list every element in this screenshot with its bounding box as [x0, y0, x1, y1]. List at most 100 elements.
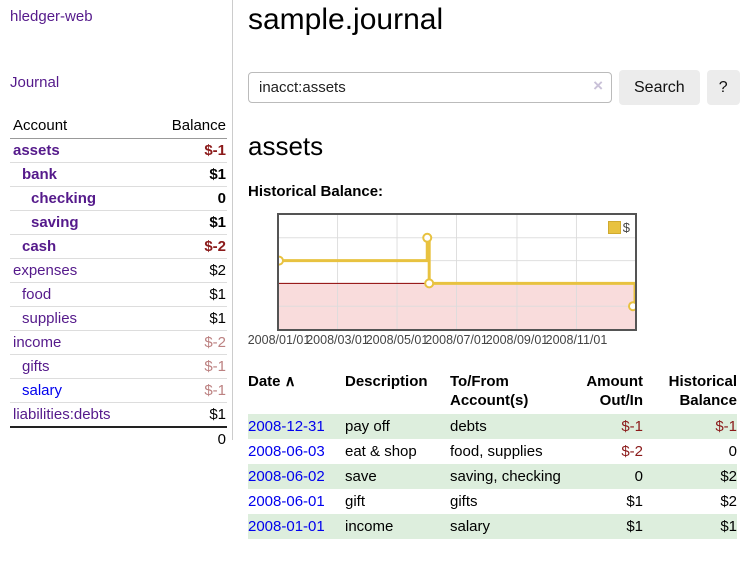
- sort-asc-icon: ∧: [280, 373, 296, 390]
- account-balance: $-2: [147, 330, 227, 355]
- account-balance: $-1: [147, 354, 227, 379]
- app-title-link[interactable]: hledger-web: [10, 8, 93, 25]
- x-axis-tick-label: 2008/01/01: [247, 333, 311, 347]
- register-column-header[interactable]: Date ∧: [248, 373, 296, 390]
- account-row: checking 0: [10, 186, 227, 211]
- sidebar: hledger-web Journal Account Balance asse…: [0, 0, 233, 451]
- account-row: food $1: [10, 282, 227, 307]
- x-axis-tick-label: 2008/05/01: [365, 333, 429, 347]
- accounts-cell: saving, checking: [450, 464, 570, 489]
- amount-cell: 0: [634, 468, 643, 485]
- sidebar-account-link[interactable]: food: [22, 286, 52, 303]
- register-table: Date ∧ Description To/From Account(s) Amount…: [248, 370, 737, 539]
- chart-x-axis: 2008/01/01 2008/03/01 2008/05/01 2008/07/01…: [248, 331, 637, 349]
- sidebar-account-link[interactable]: bank: [22, 166, 58, 183]
- account-balance: $2: [147, 258, 227, 283]
- accounts-cell: food, supplies: [450, 439, 570, 464]
- account-balance: $1: [147, 210, 227, 235]
- total-spacer: [10, 426, 148, 451]
- account-row: liabilities:debts $1: [10, 402, 227, 427]
- amount-cell: $-1: [621, 418, 643, 435]
- sidebar-account-link[interactable]: salary: [22, 382, 63, 399]
- amount-cell: $-2: [621, 443, 643, 460]
- account-balance: $1: [147, 282, 227, 307]
- sidebar-account-link[interactable]: cash: [22, 238, 57, 255]
- search-button[interactable]: Search: [619, 70, 700, 105]
- account-row: expenses $2: [10, 258, 227, 283]
- accounts-text: food, supplies: [450, 443, 543, 460]
- description-cell: pay off: [345, 418, 390, 435]
- chart-canvas: [279, 215, 635, 329]
- accounts-table: Account Balance assets $-1 bank $1 checking 0…: [10, 114, 227, 451]
- register-column-header: To/From Account(s): [450, 373, 529, 409]
- balance-cell: $-1: [715, 418, 737, 435]
- sidebar-account-link[interactable]: income: [13, 334, 62, 351]
- account-row: cash $-2: [10, 234, 227, 259]
- main-content: sample.journal × Search ? assets Histori…: [248, 0, 740, 539]
- sidebar-account-link[interactable]: assets: [13, 142, 60, 159]
- account-heading: assets: [248, 131, 324, 161]
- accounts-cell: salary: [450, 514, 570, 539]
- sidebar-account-link[interactable]: saving: [31, 214, 79, 231]
- amount-cell: $1: [626, 493, 643, 510]
- description-cell: gift: [345, 493, 366, 510]
- account-balance: $-2: [147, 234, 227, 259]
- account-balance: 0: [147, 186, 227, 211]
- x-axis-tick-label: 2008/09/01: [485, 333, 549, 347]
- date-cell: 2008-06-02: [248, 464, 345, 489]
- sidebar-account-link[interactable]: supplies: [22, 310, 78, 327]
- date-cell: 2008-06-01: [248, 489, 345, 514]
- sidebar-account-link[interactable]: expenses: [13, 262, 78, 279]
- register-row: 2008-01-01 income salary $1 $1: [248, 514, 737, 539]
- sidebar-account-link[interactable]: gifts: [22, 358, 50, 375]
- account-balance: $-1: [204, 142, 226, 159]
- account-row: supplies $1: [10, 306, 227, 331]
- chart-legend: $: [607, 220, 630, 235]
- balance-cell: 0: [728, 443, 737, 460]
- total-balance: 0: [147, 426, 227, 451]
- account-row: salary $-1: [10, 378, 227, 403]
- transaction-date-link[interactable]: 2008-06-01: [248, 493, 325, 510]
- account-balance: $1: [147, 402, 227, 427]
- register-row: 2008-12-31 pay off debts $-1 $-1: [248, 414, 737, 439]
- chart-title: Historical Balance:: [248, 183, 384, 200]
- search-bar: × Search ?: [248, 70, 740, 105]
- date-cell: 2008-12-31: [248, 414, 345, 439]
- x-axis-tick-label: 2008/07/01: [425, 333, 488, 347]
- sidebar-account-link[interactable]: liabilities:debts: [13, 406, 111, 423]
- register-header-row: Date ∧ Description To/From Account(s) Amount…: [248, 370, 737, 414]
- accounts-header-row: Account Balance: [10, 114, 227, 139]
- account-column-header: Account: [10, 114, 148, 139]
- balance-cell: $2: [720, 468, 737, 485]
- chart-plot-area: $: [277, 213, 637, 331]
- accounts-text: saving, checking: [450, 468, 561, 485]
- description-cell: income: [345, 518, 394, 535]
- accounts-cell: debts: [450, 414, 570, 439]
- transaction-date-link[interactable]: 2008-06-03: [248, 443, 325, 460]
- transaction-date-link[interactable]: 2008-12-31: [248, 418, 325, 435]
- x-axis-tick-label: 2008/11/01: [545, 333, 608, 347]
- sidebar-account-link[interactable]: checking: [31, 190, 97, 207]
- amount-cell: $1: [626, 518, 643, 535]
- help-button[interactable]: ?: [706, 70, 740, 105]
- balance-cell: $1: [720, 518, 737, 535]
- description-cell: save: [345, 468, 377, 485]
- date-cell: 2008-01-01: [248, 514, 345, 539]
- register-column-header: Historical Balance: [668, 373, 737, 409]
- transaction-date-link[interactable]: 2008-06-02: [248, 468, 325, 485]
- account-row: income $-2: [10, 330, 227, 355]
- sidebar-item-journal[interactable]: Journal: [10, 74, 60, 91]
- accounts-cell: gifts: [450, 489, 570, 514]
- register-column-header: Amount Out/In: [586, 373, 643, 409]
- account-row: gifts $-1: [10, 354, 227, 379]
- search-input[interactable]: [248, 72, 612, 103]
- page-title: sample.journal: [248, 3, 444, 36]
- register-column-header: Description: [345, 373, 428, 390]
- transaction-date-link[interactable]: 2008-01-01: [248, 518, 325, 535]
- register-row: 2008-06-01 gift gifts $1 $2: [248, 489, 737, 514]
- register-row: 2008-06-03 eat & shop food, supplies $-2 0: [248, 439, 737, 464]
- account-row: assets $-1: [10, 139, 227, 163]
- account-row: saving $1: [10, 210, 227, 235]
- clear-search-icon[interactable]: ×: [593, 76, 603, 95]
